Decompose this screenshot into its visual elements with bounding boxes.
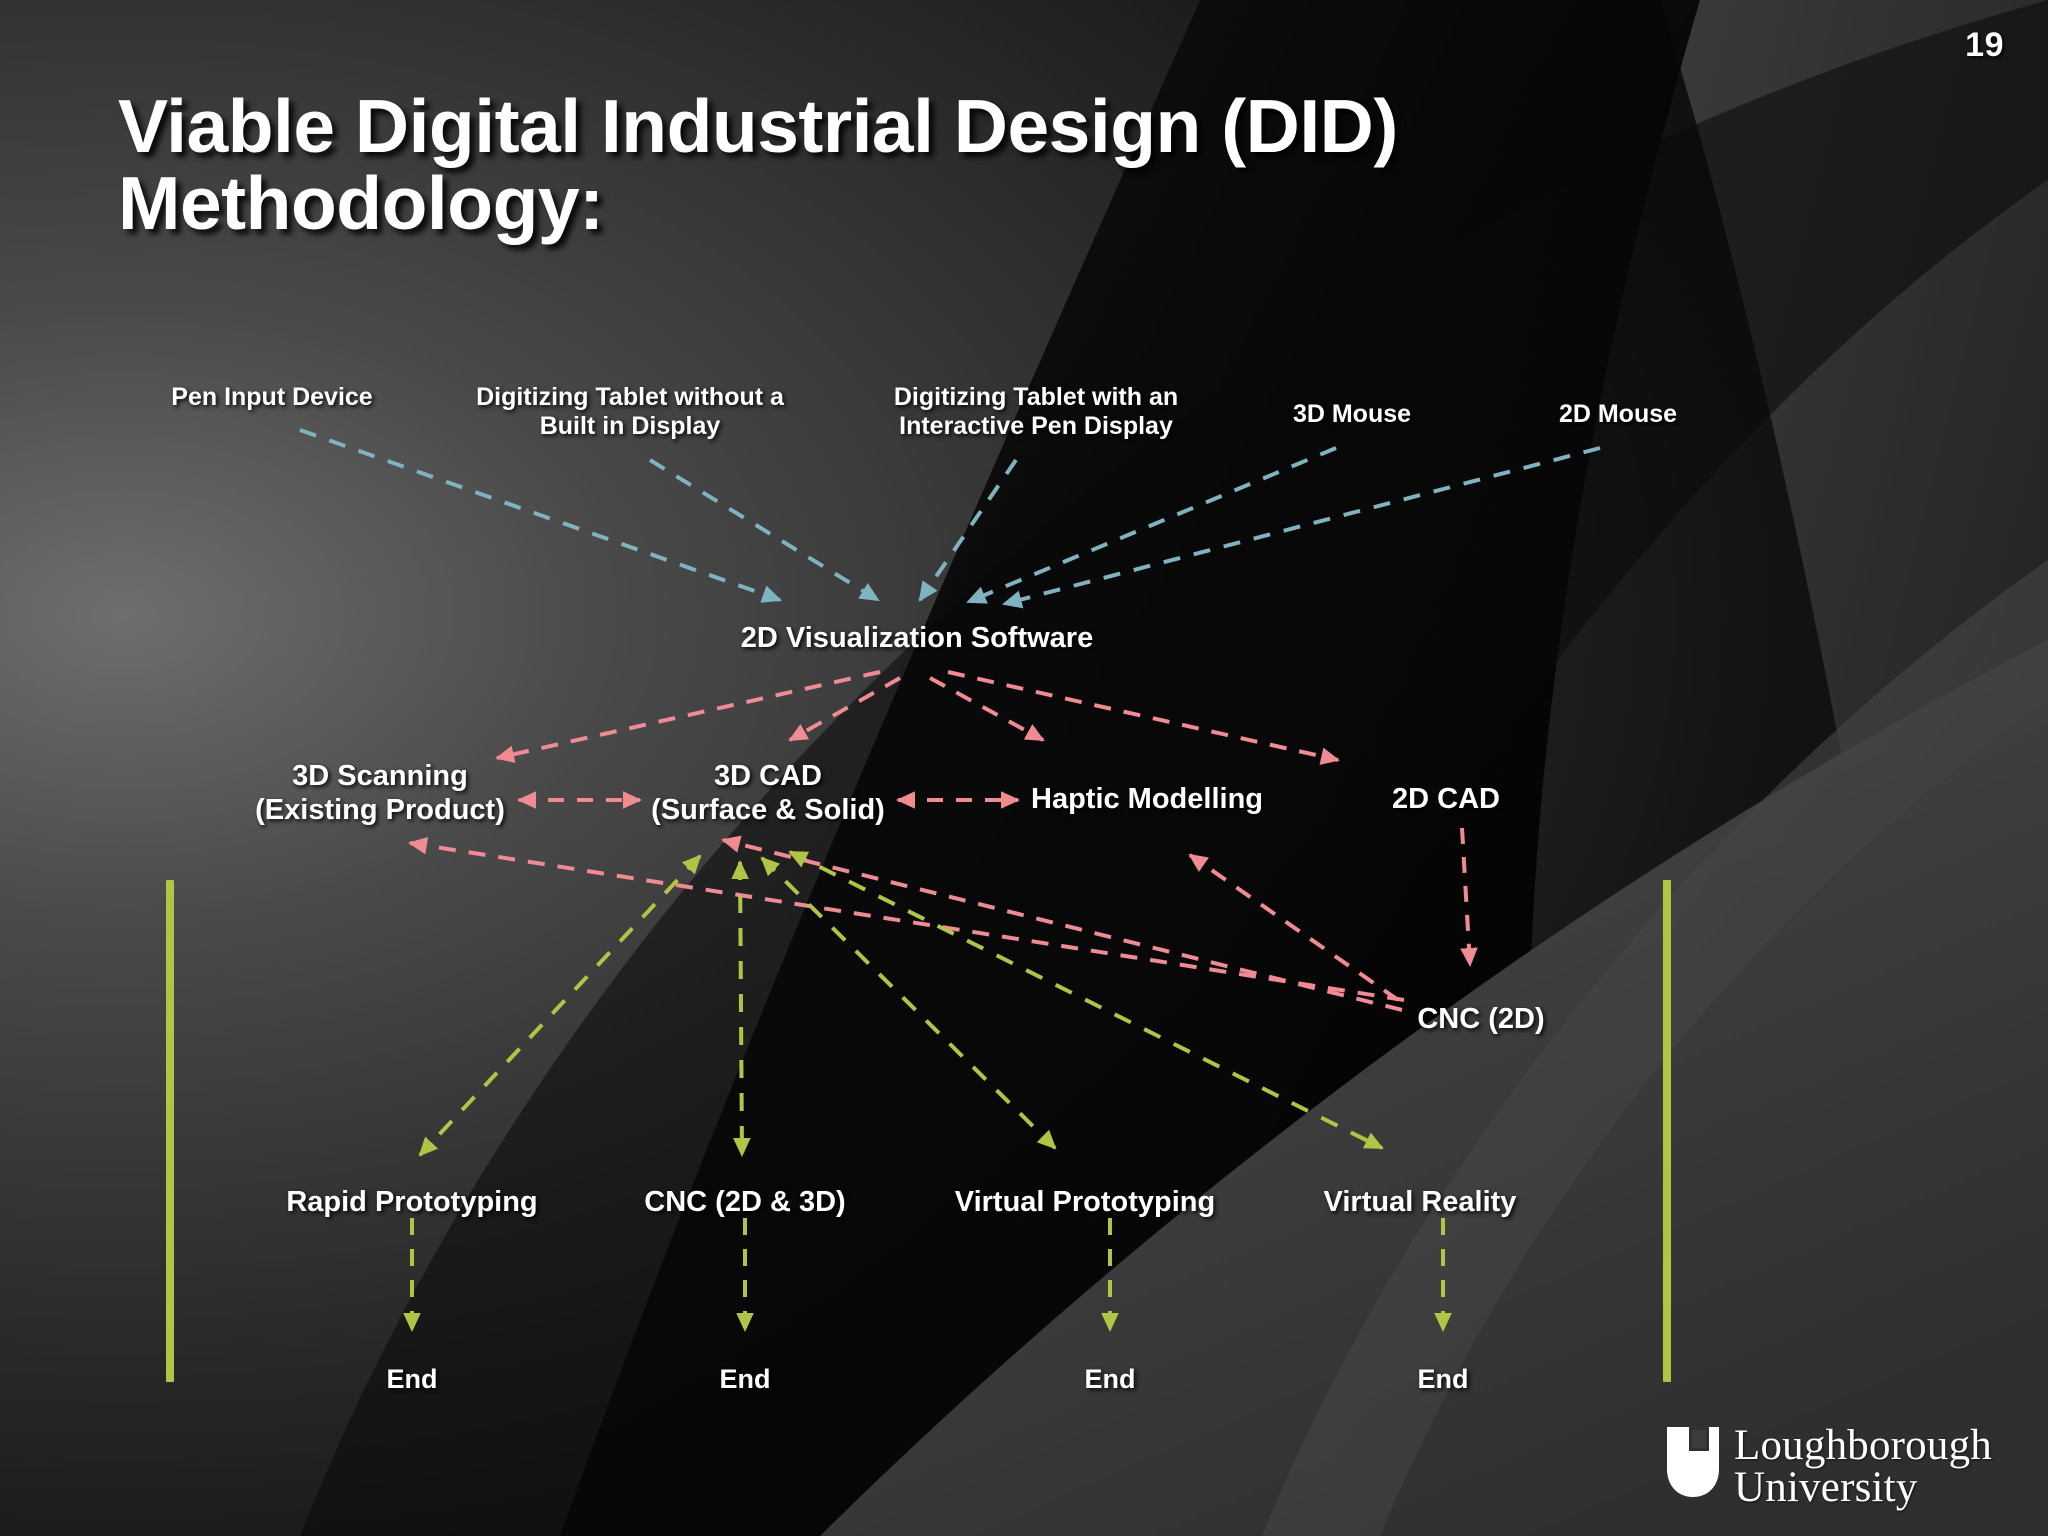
slide-number: 19 (1965, 26, 2004, 64)
logo-line-2: University (1734, 1463, 1918, 1511)
node-rapid-prototyping[interactable]: Rapid Prototyping (286, 1186, 538, 1218)
logo-wordmark: Loughborough University (1734, 1422, 1992, 1511)
loughborough-shield-icon (1667, 1427, 1719, 1498)
node-virtual-reality[interactable]: Virtual Reality (1323, 1186, 1517, 1218)
node-3d-mouse[interactable]: 3D Mouse (1292, 400, 1412, 428)
node-cnc-2d[interactable]: CNC (2D) (1417, 1003, 1545, 1035)
node-end-cnc-2d-3d: End (719, 1364, 771, 1394)
node-end-virtual-reality: End (1417, 1364, 1469, 1394)
node-digitizing-tablet-no-display[interactable]: Digitizing Tablet without a Built in Dis… (476, 383, 784, 440)
logo-line-1: Loughborough (1734, 1422, 1992, 1470)
node-3d-cad[interactable]: 3D CAD (Surface & Solid) (651, 760, 885, 826)
node-end-virtual-prototyping: End (1084, 1364, 1136, 1394)
node-3d-scanning[interactable]: 3D Scanning (Existing Product) (255, 760, 505, 826)
page-title: Viable Digital Industrial Design (DID) M… (118, 84, 1398, 245)
node-2d-visualization-software[interactable]: 2D Visualization Software (740, 622, 1094, 654)
accent-bar-left (166, 880, 174, 1382)
node-end-rapid-prototyping: End (386, 1364, 438, 1394)
node-cnc-2d-3d[interactable]: CNC (2D & 3D) (644, 1186, 846, 1218)
node-2d-mouse[interactable]: 2D Mouse (1558, 400, 1678, 428)
node-haptic-modelling[interactable]: Haptic Modelling (1031, 783, 1263, 815)
node-pen-input-device[interactable]: Pen Input Device (171, 383, 373, 411)
accent-bar-right (1663, 880, 1671, 1382)
node-digitizing-tablet-pen-display[interactable]: Digitizing Tablet with an Interactive Pe… (893, 383, 1179, 440)
node-2d-cad[interactable]: 2D CAD (1392, 783, 1500, 815)
loughborough-university-logo: Loughborough University (1665, 1422, 1992, 1511)
node-virtual-prototyping[interactable]: Virtual Prototyping (954, 1186, 1216, 1218)
